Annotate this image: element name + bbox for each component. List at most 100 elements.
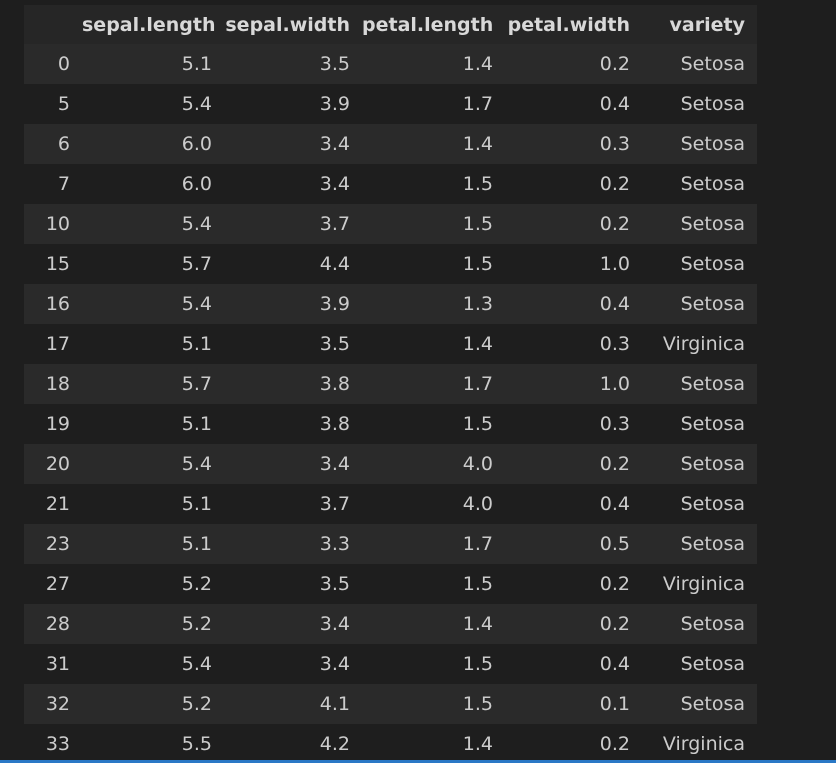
cell-sepal-length: 5.1 [181, 53, 212, 75]
table-row: 32 5.2 4.1 1.5 0.1 Setosa [24, 684, 757, 724]
cell-variety: Setosa [680, 253, 745, 275]
cell-sepal-width: 3.4 [319, 133, 350, 155]
cell-variety: Setosa [680, 173, 745, 195]
cell-petal-length: 4.0 [462, 493, 493, 515]
cell-variety: Virginica [662, 733, 745, 755]
cell-variety: Setosa [680, 373, 745, 395]
cell-petal-length: 1.3 [462, 293, 493, 315]
cell-petal-width: 0.1 [599, 693, 630, 715]
cell-petal-width: 0.3 [599, 413, 630, 435]
row-index: 18 [45, 373, 70, 395]
cell-sepal-width: 3.7 [319, 493, 350, 515]
table-row: 10 5.4 3.7 1.5 0.2 Setosa [24, 204, 757, 244]
table-row: 7 6.0 3.4 1.5 0.2 Setosa [24, 164, 757, 204]
cell-petal-length: 1.5 [462, 213, 493, 235]
table-row: 16 5.4 3.9 1.3 0.4 Setosa [24, 284, 757, 324]
cell-sepal-width: 3.4 [319, 453, 350, 475]
cell-sepal-width: 4.4 [319, 253, 350, 275]
cell-petal-length: 1.4 [462, 613, 493, 635]
cell-variety: Virginica [662, 333, 745, 355]
cell-variety: Setosa [680, 213, 745, 235]
column-header-variety: variety [642, 5, 757, 44]
cell-sepal-length: 5.4 [181, 93, 212, 115]
cell-sepal-width: 3.9 [319, 293, 350, 315]
cell-sepal-width: 3.5 [319, 333, 350, 355]
table-row: 15 5.7 4.4 1.5 1.0 Setosa [24, 244, 757, 284]
cell-sepal-width: 3.7 [319, 213, 350, 235]
table-row: 33 5.5 4.2 1.4 0.2 Virginica [24, 724, 757, 760]
table-row: 27 5.2 3.5 1.5 0.2 Virginica [24, 564, 757, 604]
cell-petal-width: 0.2 [599, 213, 630, 235]
cell-petal-width: 0.2 [599, 573, 630, 595]
cell-sepal-length: 6.0 [181, 133, 212, 155]
column-header-petal-width: petal.width [505, 5, 642, 44]
row-index: 19 [45, 413, 70, 435]
cell-petal-length: 1.5 [462, 693, 493, 715]
cell-variety: Setosa [680, 93, 745, 115]
cell-sepal-length: 5.1 [181, 533, 212, 555]
table-row: 5 5.4 3.9 1.7 0.4 Setosa [24, 84, 757, 124]
cell-petal-length: 1.4 [462, 133, 493, 155]
row-index: 7 [57, 173, 70, 195]
row-index: 28 [45, 613, 70, 635]
cell-sepal-length: 5.2 [181, 693, 212, 715]
table-row: 28 5.2 3.4 1.4 0.2 Setosa [24, 604, 757, 644]
cell-petal-width: 0.2 [599, 613, 630, 635]
cell-petal-length: 4.0 [462, 453, 493, 475]
cell-sepal-length: 5.2 [181, 613, 212, 635]
row-index: 0 [57, 53, 70, 75]
header-row: sepal.length sepal.width petal.length pe… [24, 5, 757, 44]
cell-petal-width: 0.2 [599, 53, 630, 75]
cell-sepal-length: 5.1 [181, 413, 212, 435]
table-row: 0 5.1 3.5 1.4 0.2 Setosa [24, 44, 757, 84]
row-index: 6 [57, 133, 70, 155]
row-index: 16 [45, 293, 70, 315]
cell-variety: Setosa [680, 293, 745, 315]
cell-variety: Virginica [662, 573, 745, 595]
cell-petal-length: 1.7 [462, 533, 493, 555]
cell-sepal-length: 5.4 [181, 653, 212, 675]
table-row: 31 5.4 3.4 1.5 0.4 Setosa [24, 644, 757, 684]
cell-petal-width: 0.4 [599, 653, 630, 675]
cell-variety: Setosa [680, 613, 745, 635]
cell-petal-width: 0.2 [599, 733, 630, 755]
cell-petal-length: 1.5 [462, 173, 493, 195]
cell-petal-length: 1.5 [462, 413, 493, 435]
cell-variety: Setosa [680, 653, 745, 675]
cell-variety: Setosa [680, 133, 745, 155]
row-index: 33 [45, 733, 70, 755]
row-index: 17 [45, 333, 70, 355]
cell-sepal-width: 3.5 [319, 53, 350, 75]
row-index: 21 [45, 493, 70, 515]
cell-sepal-length: 5.4 [181, 293, 212, 315]
cell-variety: Setosa [680, 413, 745, 435]
cell-petal-width: 1.0 [599, 373, 630, 395]
row-index: 32 [45, 693, 70, 715]
table-row: 6 6.0 3.4 1.4 0.3 Setosa [24, 124, 757, 164]
cell-petal-width: 0.3 [599, 133, 630, 155]
cell-sepal-width: 3.4 [319, 613, 350, 635]
cell-petal-width: 0.3 [599, 333, 630, 355]
cell-sepal-length: 5.4 [181, 453, 212, 475]
row-index: 15 [45, 253, 70, 275]
cell-petal-length: 1.5 [462, 573, 493, 595]
dataframe-table: sepal.length sepal.width petal.length pe… [24, 5, 757, 760]
cell-sepal-width: 3.8 [319, 373, 350, 395]
cell-sepal-length: 5.5 [181, 733, 212, 755]
table-row: 20 5.4 3.4 4.0 0.2 Setosa [24, 444, 757, 484]
cell-sepal-width: 3.9 [319, 93, 350, 115]
cell-variety: Setosa [680, 53, 745, 75]
cell-sepal-length: 5.7 [181, 373, 212, 395]
cell-sepal-width: 3.8 [319, 413, 350, 435]
row-index: 10 [45, 213, 70, 235]
cell-petal-width: 0.5 [599, 533, 630, 555]
cell-petal-width: 0.4 [599, 93, 630, 115]
cell-sepal-length: 5.1 [181, 493, 212, 515]
table-row: 19 5.1 3.8 1.5 0.3 Setosa [24, 404, 757, 444]
table-header: sepal.length sepal.width petal.length pe… [24, 5, 757, 44]
index-header [24, 5, 82, 44]
table-body: 0 5.1 3.5 1.4 0.2 Setosa 5 5.4 3.9 1.7 0.4 Setosa 6 6… [24, 44, 757, 760]
cell-petal-length: 1.4 [462, 333, 493, 355]
column-header-sepal-length: sepal.length [82, 5, 224, 44]
column-header-sepal-width: sepal.width [224, 5, 362, 44]
